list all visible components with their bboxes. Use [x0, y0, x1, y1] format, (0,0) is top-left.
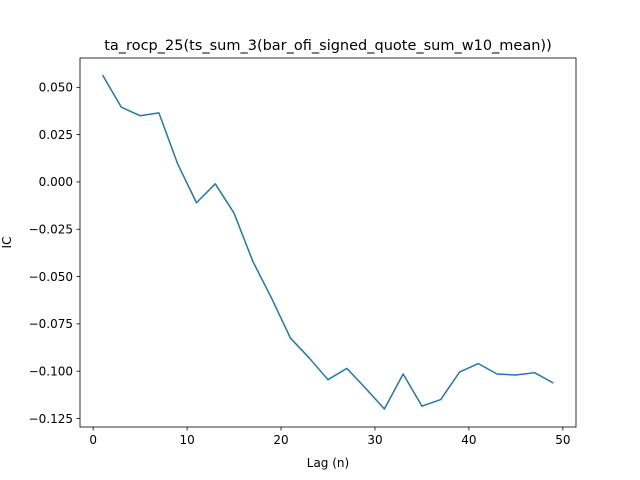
y-axis: −0.125 −0.100 −0.075 −0.050 −0.025 0.000 0.025… [29, 81, 80, 426]
y-tick-label: 0.025 [39, 128, 73, 142]
x-axis-label: Lag (n) [307, 456, 349, 470]
y-tick-label: 0.000 [39, 175, 73, 189]
x-tick-label: 10 [179, 433, 194, 447]
y-axis-label: IC [0, 237, 14, 249]
y-tick-label: −0.025 [29, 223, 73, 237]
y-tick-label: −0.100 [29, 364, 73, 378]
x-tick-label: 20 [273, 433, 288, 447]
y-tick-label: 0.050 [39, 81, 73, 95]
x-tick-label: 30 [367, 433, 382, 447]
x-axis: 0 10 20 30 40 50 [89, 427, 570, 447]
ic-series-line [101, 74, 554, 410]
y-tick-label: −0.050 [29, 270, 73, 284]
chart-title: ta_rocp_25(ts_sum_3(bar_ofi_signed_quote… [104, 38, 552, 54]
y-tick-label: −0.125 [29, 412, 73, 426]
plot-frame [79, 57, 577, 428]
x-tick-label: 40 [461, 433, 476, 447]
y-tick-label: −0.075 [29, 317, 73, 331]
x-tick-label: 0 [89, 433, 97, 447]
x-tick-label: 50 [555, 433, 570, 447]
